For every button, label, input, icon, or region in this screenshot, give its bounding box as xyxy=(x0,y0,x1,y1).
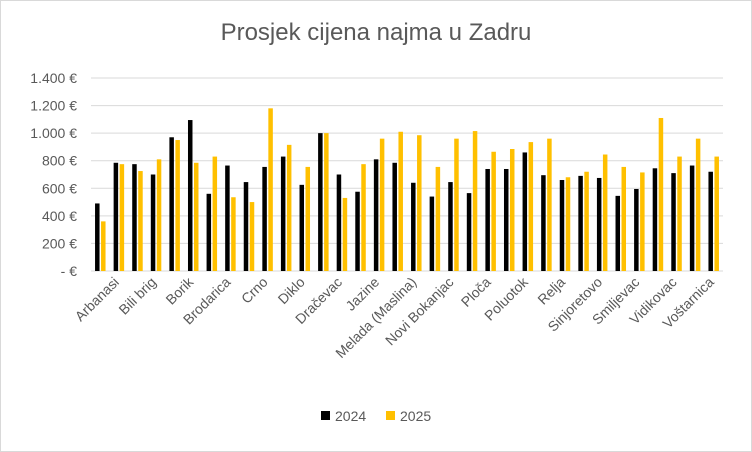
bar-2024 xyxy=(355,191,360,271)
y-tick-label: 800 € xyxy=(42,153,77,169)
y-tick-label: 1.200 € xyxy=(30,98,77,114)
bar-2025 xyxy=(398,131,403,271)
bar-2025 xyxy=(565,177,571,271)
bar-2024 xyxy=(689,165,695,271)
chart-title: Prosjek cijena najma u Zadru xyxy=(220,19,532,46)
bar-2025 xyxy=(361,164,366,271)
bar-2025 xyxy=(602,154,608,271)
bar-2024 xyxy=(95,203,100,271)
bar-2024 xyxy=(280,156,286,271)
legend-swatch-2025 xyxy=(386,411,395,420)
bar-2025 xyxy=(324,133,329,271)
bar-2025 xyxy=(640,172,645,271)
bar-2024 xyxy=(578,175,583,271)
bar-2024 xyxy=(262,166,267,271)
x-tick-label: Crno xyxy=(238,274,271,307)
bar-2024 xyxy=(113,162,119,271)
bar-2024 xyxy=(615,195,621,271)
bar-2024 xyxy=(206,193,212,271)
x-tick-label: Arbanasi xyxy=(72,274,122,324)
bar-2025 xyxy=(491,151,496,271)
bar-2025 xyxy=(175,140,180,271)
y-tick-label: - € xyxy=(61,263,78,279)
bar-2025 xyxy=(119,164,125,271)
bar-2024 xyxy=(671,173,676,271)
bar-2025 xyxy=(286,144,292,271)
bar-2025 xyxy=(231,197,236,271)
bar-2024 xyxy=(243,182,249,271)
legend-label-2025: 2025 xyxy=(400,408,431,424)
bar-2025 xyxy=(435,166,441,271)
bar-2025 xyxy=(584,171,589,271)
bar-2024 xyxy=(652,168,658,271)
x-tick-label: Relja xyxy=(534,274,568,308)
bar-2025 xyxy=(658,117,664,271)
bar-2025 xyxy=(547,138,552,271)
bar-2024 xyxy=(411,182,416,271)
bar-2024 xyxy=(448,182,453,271)
bar-2024 xyxy=(132,164,137,271)
x-tick-label: Bili brig xyxy=(115,274,159,318)
bar-2024 xyxy=(169,137,174,271)
bar-2024 xyxy=(336,174,342,271)
bar-2024 xyxy=(634,188,639,271)
bar-2025 xyxy=(417,135,422,271)
bar-2024 xyxy=(522,152,528,271)
bar-2024 xyxy=(485,168,490,271)
legend-label-2024: 2024 xyxy=(335,408,366,424)
bar-2025 xyxy=(695,138,701,271)
bar-2024 xyxy=(429,196,435,271)
bar-2025 xyxy=(621,166,627,271)
y-tick-label: 1.400 € xyxy=(30,70,77,86)
bar-2024 xyxy=(596,177,602,271)
bar-2025 xyxy=(268,108,273,271)
bar-2025 xyxy=(379,138,385,271)
bar-2024 xyxy=(466,193,472,271)
bar-2025 xyxy=(212,156,218,271)
x-tick-label: Borik xyxy=(162,273,197,308)
bar-2024 xyxy=(708,171,713,271)
bar-2025 xyxy=(528,142,534,271)
bar-2025 xyxy=(472,131,478,271)
bar-2025 xyxy=(305,166,311,271)
bar-2025 xyxy=(342,197,348,271)
bar-2024 xyxy=(318,133,323,271)
bar-2025 xyxy=(677,156,682,271)
bar-2025 xyxy=(509,148,515,271)
bar-2025 xyxy=(193,162,199,271)
bar-2024 xyxy=(503,168,509,271)
bar-2024 xyxy=(187,120,193,272)
legend-swatch-2024 xyxy=(321,411,330,420)
bar-2025 xyxy=(156,159,162,271)
bar-2025 xyxy=(249,202,255,271)
bar-2024 xyxy=(373,159,379,271)
bar-2024 xyxy=(392,162,397,271)
y-tick-label: 1.000 € xyxy=(30,125,77,141)
y-tick-label: 200 € xyxy=(42,235,77,251)
bar-2025 xyxy=(138,171,143,271)
bar-2024 xyxy=(541,175,546,271)
bar-2024 xyxy=(225,165,230,271)
bar-2025 xyxy=(101,221,106,271)
bar-2024 xyxy=(559,180,565,271)
bar-2025 xyxy=(714,156,719,271)
y-tick-label: 600 € xyxy=(42,180,77,196)
bar-2024 xyxy=(299,184,305,271)
x-tick-label: Diklo xyxy=(275,274,308,307)
y-tick-label: 400 € xyxy=(42,208,77,224)
bar-2025 xyxy=(454,138,459,271)
bar-2024 xyxy=(150,174,156,271)
